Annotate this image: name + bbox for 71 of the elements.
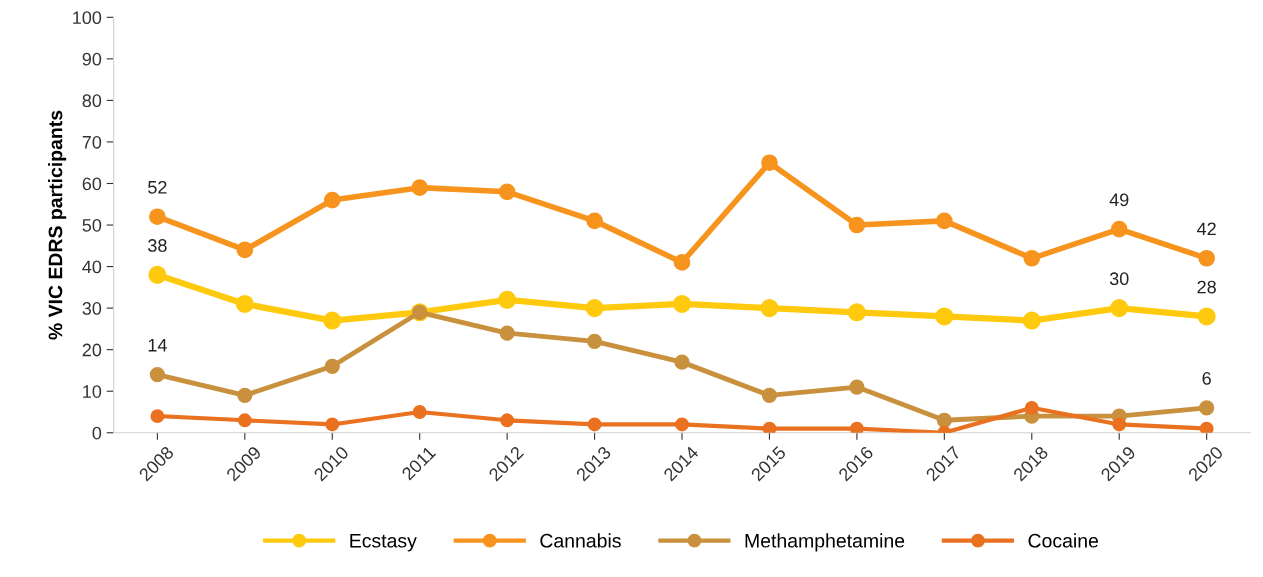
y-tick-label: 40 xyxy=(82,260,102,274)
data-label: 42 xyxy=(1197,222,1216,236)
point xyxy=(1022,311,1041,330)
point xyxy=(761,154,778,172)
point xyxy=(674,354,690,370)
point xyxy=(1112,417,1127,432)
point xyxy=(1198,249,1215,267)
point xyxy=(1110,220,1128,238)
point xyxy=(149,208,166,226)
point xyxy=(148,265,167,284)
y-tick-label: 20 xyxy=(82,343,102,357)
point xyxy=(675,417,689,432)
data-label: 49 xyxy=(1109,193,1129,207)
point xyxy=(849,379,865,395)
point xyxy=(847,303,866,322)
point xyxy=(499,325,515,341)
point xyxy=(237,387,253,403)
point xyxy=(1197,307,1216,326)
point xyxy=(325,417,340,432)
legend-label: Cannabis xyxy=(540,533,621,548)
point xyxy=(498,290,517,309)
point xyxy=(323,311,342,330)
point xyxy=(1023,249,1041,267)
point xyxy=(760,299,779,318)
y-tick-label: 80 xyxy=(82,94,102,108)
point xyxy=(323,191,341,209)
point xyxy=(587,417,602,432)
y-tick-label: 50 xyxy=(82,218,102,232)
point xyxy=(237,413,252,428)
point xyxy=(586,333,603,349)
point xyxy=(498,183,516,201)
point xyxy=(236,241,254,259)
point xyxy=(936,412,952,428)
data-label: 28 xyxy=(1197,280,1216,294)
y-tick-label: 70 xyxy=(82,135,102,149)
point xyxy=(936,212,953,230)
point xyxy=(149,366,166,383)
point xyxy=(585,299,604,318)
y-tick-label: 30 xyxy=(82,302,102,315)
point xyxy=(1110,299,1129,318)
point xyxy=(848,216,866,234)
point xyxy=(1199,421,1214,433)
point xyxy=(586,212,603,230)
y-tick-label: 90 xyxy=(82,52,102,66)
data-label: 14 xyxy=(148,338,167,352)
point xyxy=(673,254,691,271)
point xyxy=(324,358,340,374)
point xyxy=(672,294,692,313)
point xyxy=(1024,400,1039,415)
point xyxy=(1199,400,1215,416)
legend-label: Ecstasy xyxy=(350,534,417,552)
y-tick-label: 10 xyxy=(83,385,102,398)
data-label: 52 xyxy=(148,180,167,194)
data-label: 30 xyxy=(1109,272,1129,286)
legend-label: Methamphetamine xyxy=(745,533,905,552)
data-label: 38 xyxy=(148,239,167,252)
y-tick-label: 60 xyxy=(82,177,102,191)
point xyxy=(150,409,165,424)
point xyxy=(761,387,778,403)
point xyxy=(411,179,429,196)
point xyxy=(935,307,954,326)
data-label: 6 xyxy=(1202,372,1211,385)
point xyxy=(412,405,427,419)
legend-label: Cocaine xyxy=(1028,533,1099,548)
point xyxy=(235,294,254,313)
point xyxy=(762,421,777,433)
point xyxy=(849,421,864,433)
point xyxy=(500,413,515,428)
y-tick-label: 0 xyxy=(92,426,102,440)
y-axis-title: % VIC EDRS participants xyxy=(48,110,67,340)
y-tick-label: 100 xyxy=(73,11,102,25)
